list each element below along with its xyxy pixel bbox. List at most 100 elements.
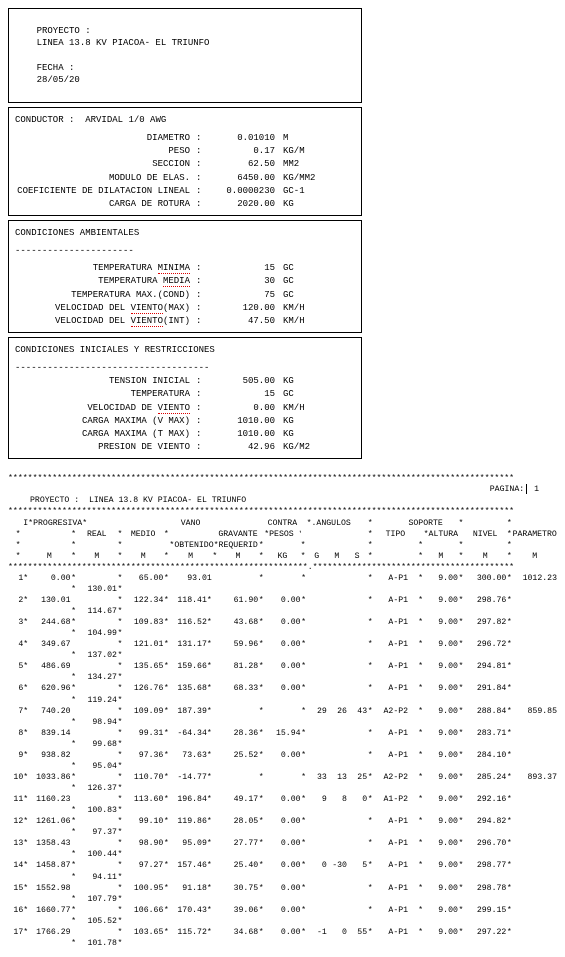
param-label: MODULO DE ELAS. [15, 172, 196, 184]
col-soporte: SOPORTE [393, 518, 458, 529]
table-row-real: *95.04* [8, 761, 557, 772]
param-sep: : [196, 388, 210, 400]
cell [512, 860, 557, 871]
cell [77, 728, 117, 739]
cell: 859.85 [512, 706, 557, 717]
table-row-real: *104.99* [8, 628, 557, 639]
cell: * [506, 573, 512, 584]
cell [123, 805, 163, 816]
unit-kg: KG [264, 551, 300, 562]
cell: * [367, 883, 373, 894]
cell: * [117, 706, 123, 717]
cell: * [458, 595, 464, 606]
cell [512, 916, 557, 927]
cell: * [367, 683, 373, 694]
cell [218, 827, 258, 838]
cell [393, 783, 417, 794]
cell [327, 661, 347, 672]
cell: 99.31 [123, 728, 163, 739]
cell: * [506, 816, 512, 827]
cell: * [163, 794, 169, 805]
cell: * [458, 794, 464, 805]
cell [264, 672, 300, 683]
cell [512, 717, 557, 728]
cell [28, 894, 70, 905]
cell [327, 573, 347, 584]
param-value: 42.96 [210, 441, 279, 453]
cell: 1660.77 [28, 905, 70, 916]
cell: 9.00 [424, 728, 458, 739]
cell [327, 606, 347, 617]
cell: * [117, 639, 123, 650]
cell: * [163, 706, 169, 717]
cell [218, 573, 258, 584]
param-label: CARGA MAXIMA (T MAX) [15, 428, 196, 440]
cell: 296.70 [464, 838, 506, 849]
cell: * [117, 838, 123, 849]
param-row: CARGA MAXIMA (T MAX):1010.00KG [15, 428, 355, 440]
cell: 29 [307, 706, 327, 717]
param-sep: : [196, 415, 210, 427]
cell: * [258, 573, 264, 584]
cell: 15* [8, 883, 28, 894]
cell: -14.77* [169, 772, 211, 783]
cell: * [367, 661, 373, 672]
cell [307, 905, 327, 916]
param-unit: KM/H [279, 402, 305, 414]
unit-m: M [28, 551, 70, 562]
cell: 9.00 [424, 706, 458, 717]
cell [327, 750, 347, 761]
cell [8, 606, 28, 617]
cell: 0 [327, 927, 347, 938]
cell [28, 606, 70, 617]
cell: 95.09* [169, 838, 211, 849]
table-row: 13*1358.43*98.90*95.09*27.77*0.00**A-P1*… [8, 838, 557, 849]
cell: * [458, 750, 464, 761]
cell [347, 717, 367, 728]
cell [393, 916, 417, 927]
cell [464, 628, 506, 639]
cell: * [418, 816, 424, 827]
cell: * [367, 617, 373, 628]
cell [373, 849, 393, 860]
cell: 126.37 [77, 783, 117, 794]
cell: * [258, 794, 264, 805]
unit-m: M [123, 551, 163, 562]
cell: * [71, 717, 77, 728]
cell: * [506, 639, 512, 650]
pagina-value: 1 [534, 485, 539, 494]
cell [464, 761, 506, 772]
cell: 300.00 [464, 573, 506, 584]
cell: * [258, 706, 264, 717]
cell [327, 827, 347, 838]
cell [307, 617, 327, 628]
cell: 0.00 [264, 683, 300, 694]
cell: * [117, 573, 123, 584]
cell [512, 783, 557, 794]
cell [218, 695, 258, 706]
param-row: TENSION INICIAL:505.00KG [15, 375, 355, 387]
cell: * [258, 595, 264, 606]
param-value: 47.50 [210, 315, 279, 327]
param-label: VELOCIDAD DEL VIENTO(MAX) [15, 302, 196, 314]
cell [327, 584, 347, 595]
cell [77, 683, 117, 694]
col-medio: MEDIO [123, 529, 163, 540]
cell: * [71, 816, 77, 827]
cell: * [117, 805, 123, 816]
cell: 893.37 [512, 772, 557, 783]
star-rule: ****************************************… [8, 506, 557, 517]
cell [393, 695, 417, 706]
cell [28, 628, 70, 639]
cell: 7* [8, 706, 28, 717]
param-value: 0.0000230 [210, 185, 279, 197]
cell: * [367, 927, 373, 938]
cell [264, 628, 300, 639]
cell: -P1 [393, 750, 417, 761]
cell: 33 [307, 772, 327, 783]
cell [512, 595, 557, 606]
cell: * [163, 639, 169, 650]
cell: 0.00 [264, 838, 300, 849]
cell [347, 617, 367, 628]
cell [347, 838, 367, 849]
